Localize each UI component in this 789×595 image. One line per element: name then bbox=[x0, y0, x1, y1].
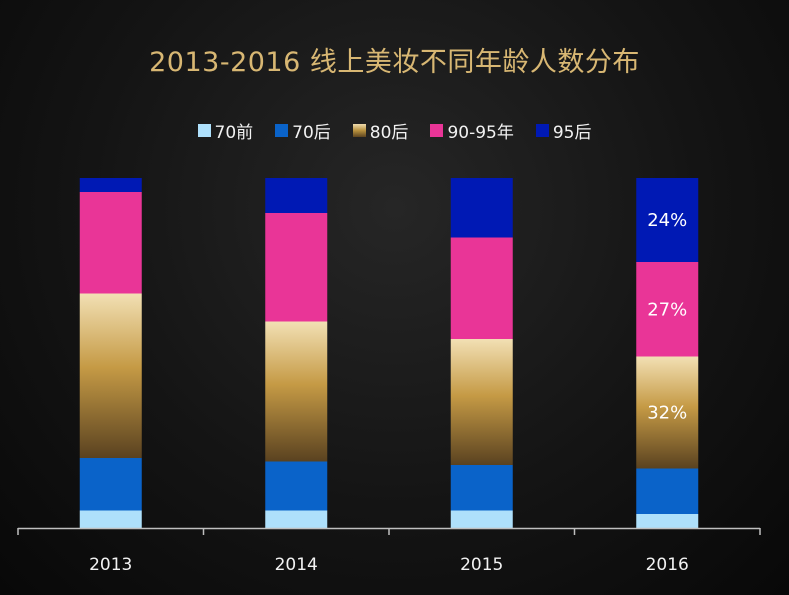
x-tick-label-2015: 2015 bbox=[460, 555, 503, 575]
bar-segment-2014-0 bbox=[265, 510, 328, 528]
data-label-2016-2: 32% bbox=[647, 403, 687, 424]
bar-segment-2015-2 bbox=[450, 339, 513, 465]
bar-segment-2014-2 bbox=[265, 321, 328, 462]
legend-swatch-post95 bbox=[535, 124, 549, 137]
legend-swatch-70s bbox=[275, 124, 289, 137]
chart-title: 2013-2016 线上美妆不同年龄人数分布 bbox=[149, 47, 640, 78]
bar-segment-2016-4 bbox=[636, 178, 699, 262]
bars-layer bbox=[79, 178, 699, 528]
legend-item-pre70: 70前 bbox=[197, 118, 254, 143]
legend-item-80s: 80后 bbox=[352, 118, 409, 143]
legend-label-post95: 95后 bbox=[552, 123, 592, 143]
bar-segment-2016-3 bbox=[636, 262, 699, 357]
bar-segment-2015-0 bbox=[450, 510, 513, 528]
legend-item-90-95: 90-95年 bbox=[430, 118, 514, 143]
bar-segment-2014-1 bbox=[265, 461, 328, 511]
bar-segment-2015-4 bbox=[450, 178, 513, 238]
x-axis: 2013 2014 2015 2016 bbox=[17, 527, 761, 575]
x-tick-label-2013: 2013 bbox=[89, 555, 132, 575]
data-label-2016-0: 24% bbox=[647, 210, 687, 231]
legend-label-80s: 80后 bbox=[369, 123, 409, 143]
legend-label-90-95: 90-95年 bbox=[447, 123, 514, 143]
bar-segment-2014-4 bbox=[265, 178, 328, 213]
legend-label-70s: 70后 bbox=[292, 123, 331, 143]
chart-legend: 70前 70后 80后 90-95年 95后 bbox=[0, 118, 789, 143]
legend-swatch-80s bbox=[352, 124, 366, 137]
bar-segment-2013-2 bbox=[79, 293, 142, 458]
data-label-2016-1: 27% bbox=[647, 299, 687, 320]
bar-segment-2013-4 bbox=[79, 178, 142, 192]
bar-segment-2016-1 bbox=[636, 468, 699, 514]
data-labels-layer: 24% 27% 32% bbox=[647, 210, 687, 424]
legend-swatch-90-95 bbox=[430, 124, 444, 137]
bar-segment-2013-3 bbox=[79, 192, 142, 294]
bar-segment-2015-1 bbox=[450, 465, 513, 511]
bar-segment-2013-1 bbox=[79, 458, 142, 511]
bar-segment-2015-3 bbox=[450, 237, 513, 339]
x-tick-label-2014: 2014 bbox=[275, 555, 318, 575]
legend-label-pre70: 70前 bbox=[214, 123, 254, 143]
x-tick-label-2016: 2016 bbox=[646, 555, 689, 575]
bar-segment-2016-2 bbox=[636, 356, 699, 469]
legend-swatch-pre70 bbox=[197, 124, 211, 137]
bar-segment-2016-0 bbox=[636, 514, 699, 528]
legend-item-post95: 95后 bbox=[535, 118, 592, 143]
bar-segment-2013-0 bbox=[79, 510, 142, 528]
legend-item-70s: 70后 bbox=[275, 118, 331, 143]
bar-segment-2014-3 bbox=[265, 213, 328, 322]
